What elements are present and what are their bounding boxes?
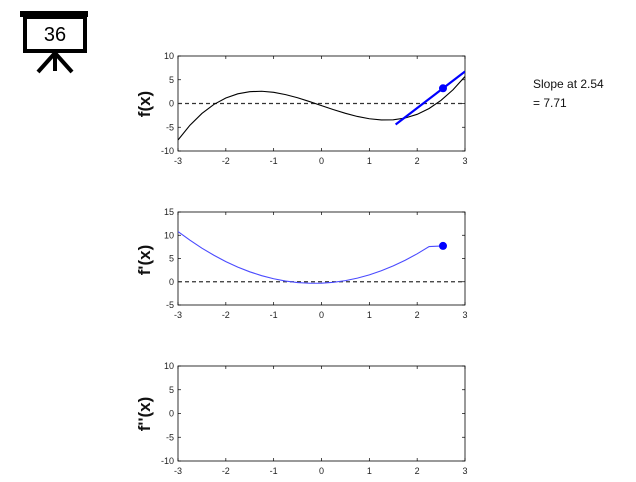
tangent-line [394, 70, 465, 126]
y-tick-label: -10 [161, 456, 174, 466]
y-tick-label: -5 [166, 300, 174, 310]
y-tick-label: 10 [164, 51, 174, 61]
x-tick-label: 2 [415, 156, 420, 166]
slope-annotation-line1: Slope at 2.54 [533, 77, 604, 91]
y-tick-label: 5 [169, 385, 174, 395]
x-tick-label: 1 [367, 156, 372, 166]
x-tick-label: 0 [319, 466, 324, 476]
x-tick-label: -2 [222, 466, 230, 476]
board-top-bar [20, 11, 88, 17]
x-tick-label: -3 [174, 310, 182, 320]
presentation-board-icon: 36 [20, 11, 88, 74]
x-tick-label: -1 [270, 310, 278, 320]
plot-area-f-prime: -3 -2 -1 0 1 2 3 -5 0 5 10 15 [164, 207, 468, 320]
x-tick-label: 2 [415, 310, 420, 320]
axes-frame [177, 365, 466, 462]
x-tick-label: 1 [367, 310, 372, 320]
y-tick-label: 15 [164, 207, 174, 217]
y-tick-label: 0 [169, 99, 174, 109]
panel-f-prime: -3 -2 -1 0 1 2 3 -5 0 5 10 15 f'(x) [135, 207, 468, 320]
x-tick-label: -2 [222, 156, 230, 166]
x-tick-label: -3 [174, 466, 182, 476]
ylabel-f-prime: f'(x) [135, 245, 154, 275]
y-tick-label: 5 [169, 75, 174, 85]
series-curve [178, 76, 465, 141]
slide-number: 36 [44, 24, 66, 46]
x-tick-label: -1 [270, 156, 278, 166]
y-tick-label: -5 [166, 122, 174, 132]
x-tick-label: 3 [462, 310, 467, 320]
x-tick-label: -2 [222, 310, 230, 320]
x-tick-label: -1 [270, 466, 278, 476]
board-leg-left [36, 51, 57, 74]
x-tick-label: 0 [319, 310, 324, 320]
ylabel-f-double-prime: f''(x) [135, 397, 154, 432]
y-tick-label: -5 [166, 432, 174, 442]
y-tick-label: 0 [169, 277, 174, 287]
x-tick-label: 0 [319, 156, 324, 166]
board-leg-right [53, 51, 74, 74]
ylabel-f: f(x) [135, 91, 154, 117]
y-tick-label: 10 [164, 230, 174, 240]
x-tick-label: 3 [462, 156, 467, 166]
x-tick-label: 3 [462, 466, 467, 476]
slope-annotation-line2: = 7.71 [533, 96, 567, 110]
x-tick-label: 1 [367, 466, 372, 476]
x-tick-label: -3 [174, 156, 182, 166]
series-curve [178, 231, 444, 284]
y-tick-label: 0 [169, 409, 174, 419]
y-tick-label: 5 [169, 254, 174, 264]
current-point-marker [438, 241, 447, 250]
y-tick-label: -10 [161, 146, 174, 156]
y-tick-label: 10 [164, 361, 174, 371]
x-tick-label: 2 [415, 466, 420, 476]
current-point-marker [438, 84, 447, 93]
